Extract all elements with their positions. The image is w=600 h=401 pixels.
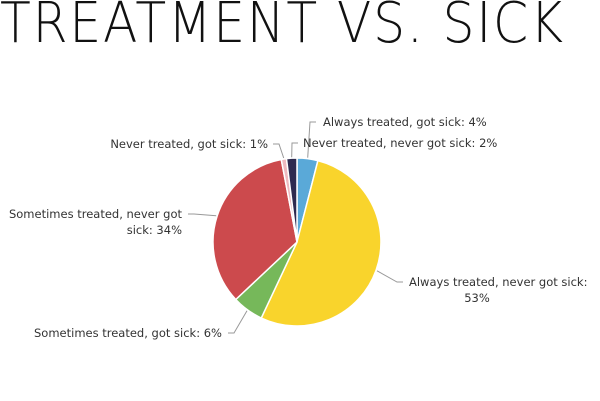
pie-slice-3 xyxy=(212,158,298,301)
slice-label-1: Always treated, never got sick: 53% xyxy=(409,275,587,305)
connector-line-5 xyxy=(291,142,298,158)
connector-line-4 xyxy=(273,143,285,159)
connector-line-1 xyxy=(376,270,403,283)
connector-line-0 xyxy=(307,121,316,158)
connector-line-2 xyxy=(228,310,248,334)
pie-slice-1 xyxy=(260,159,382,327)
slice-label-0: Always treated, got sick: 4% xyxy=(323,115,487,129)
chart-title: TREATMENT VS. SICK xyxy=(0,0,565,56)
slice-label-3: Sometimes treated, never got sick: 34% xyxy=(9,207,183,237)
connector-line-3 xyxy=(188,213,217,217)
slice-label-2: Sometimes treated, got sick: 6% xyxy=(34,326,222,340)
slice-label-5: Never treated, never got sick: 2% xyxy=(303,136,497,150)
slice-label-4: Never treated, got sick: 1% xyxy=(110,137,268,151)
pie-slice-5 xyxy=(285,157,298,243)
